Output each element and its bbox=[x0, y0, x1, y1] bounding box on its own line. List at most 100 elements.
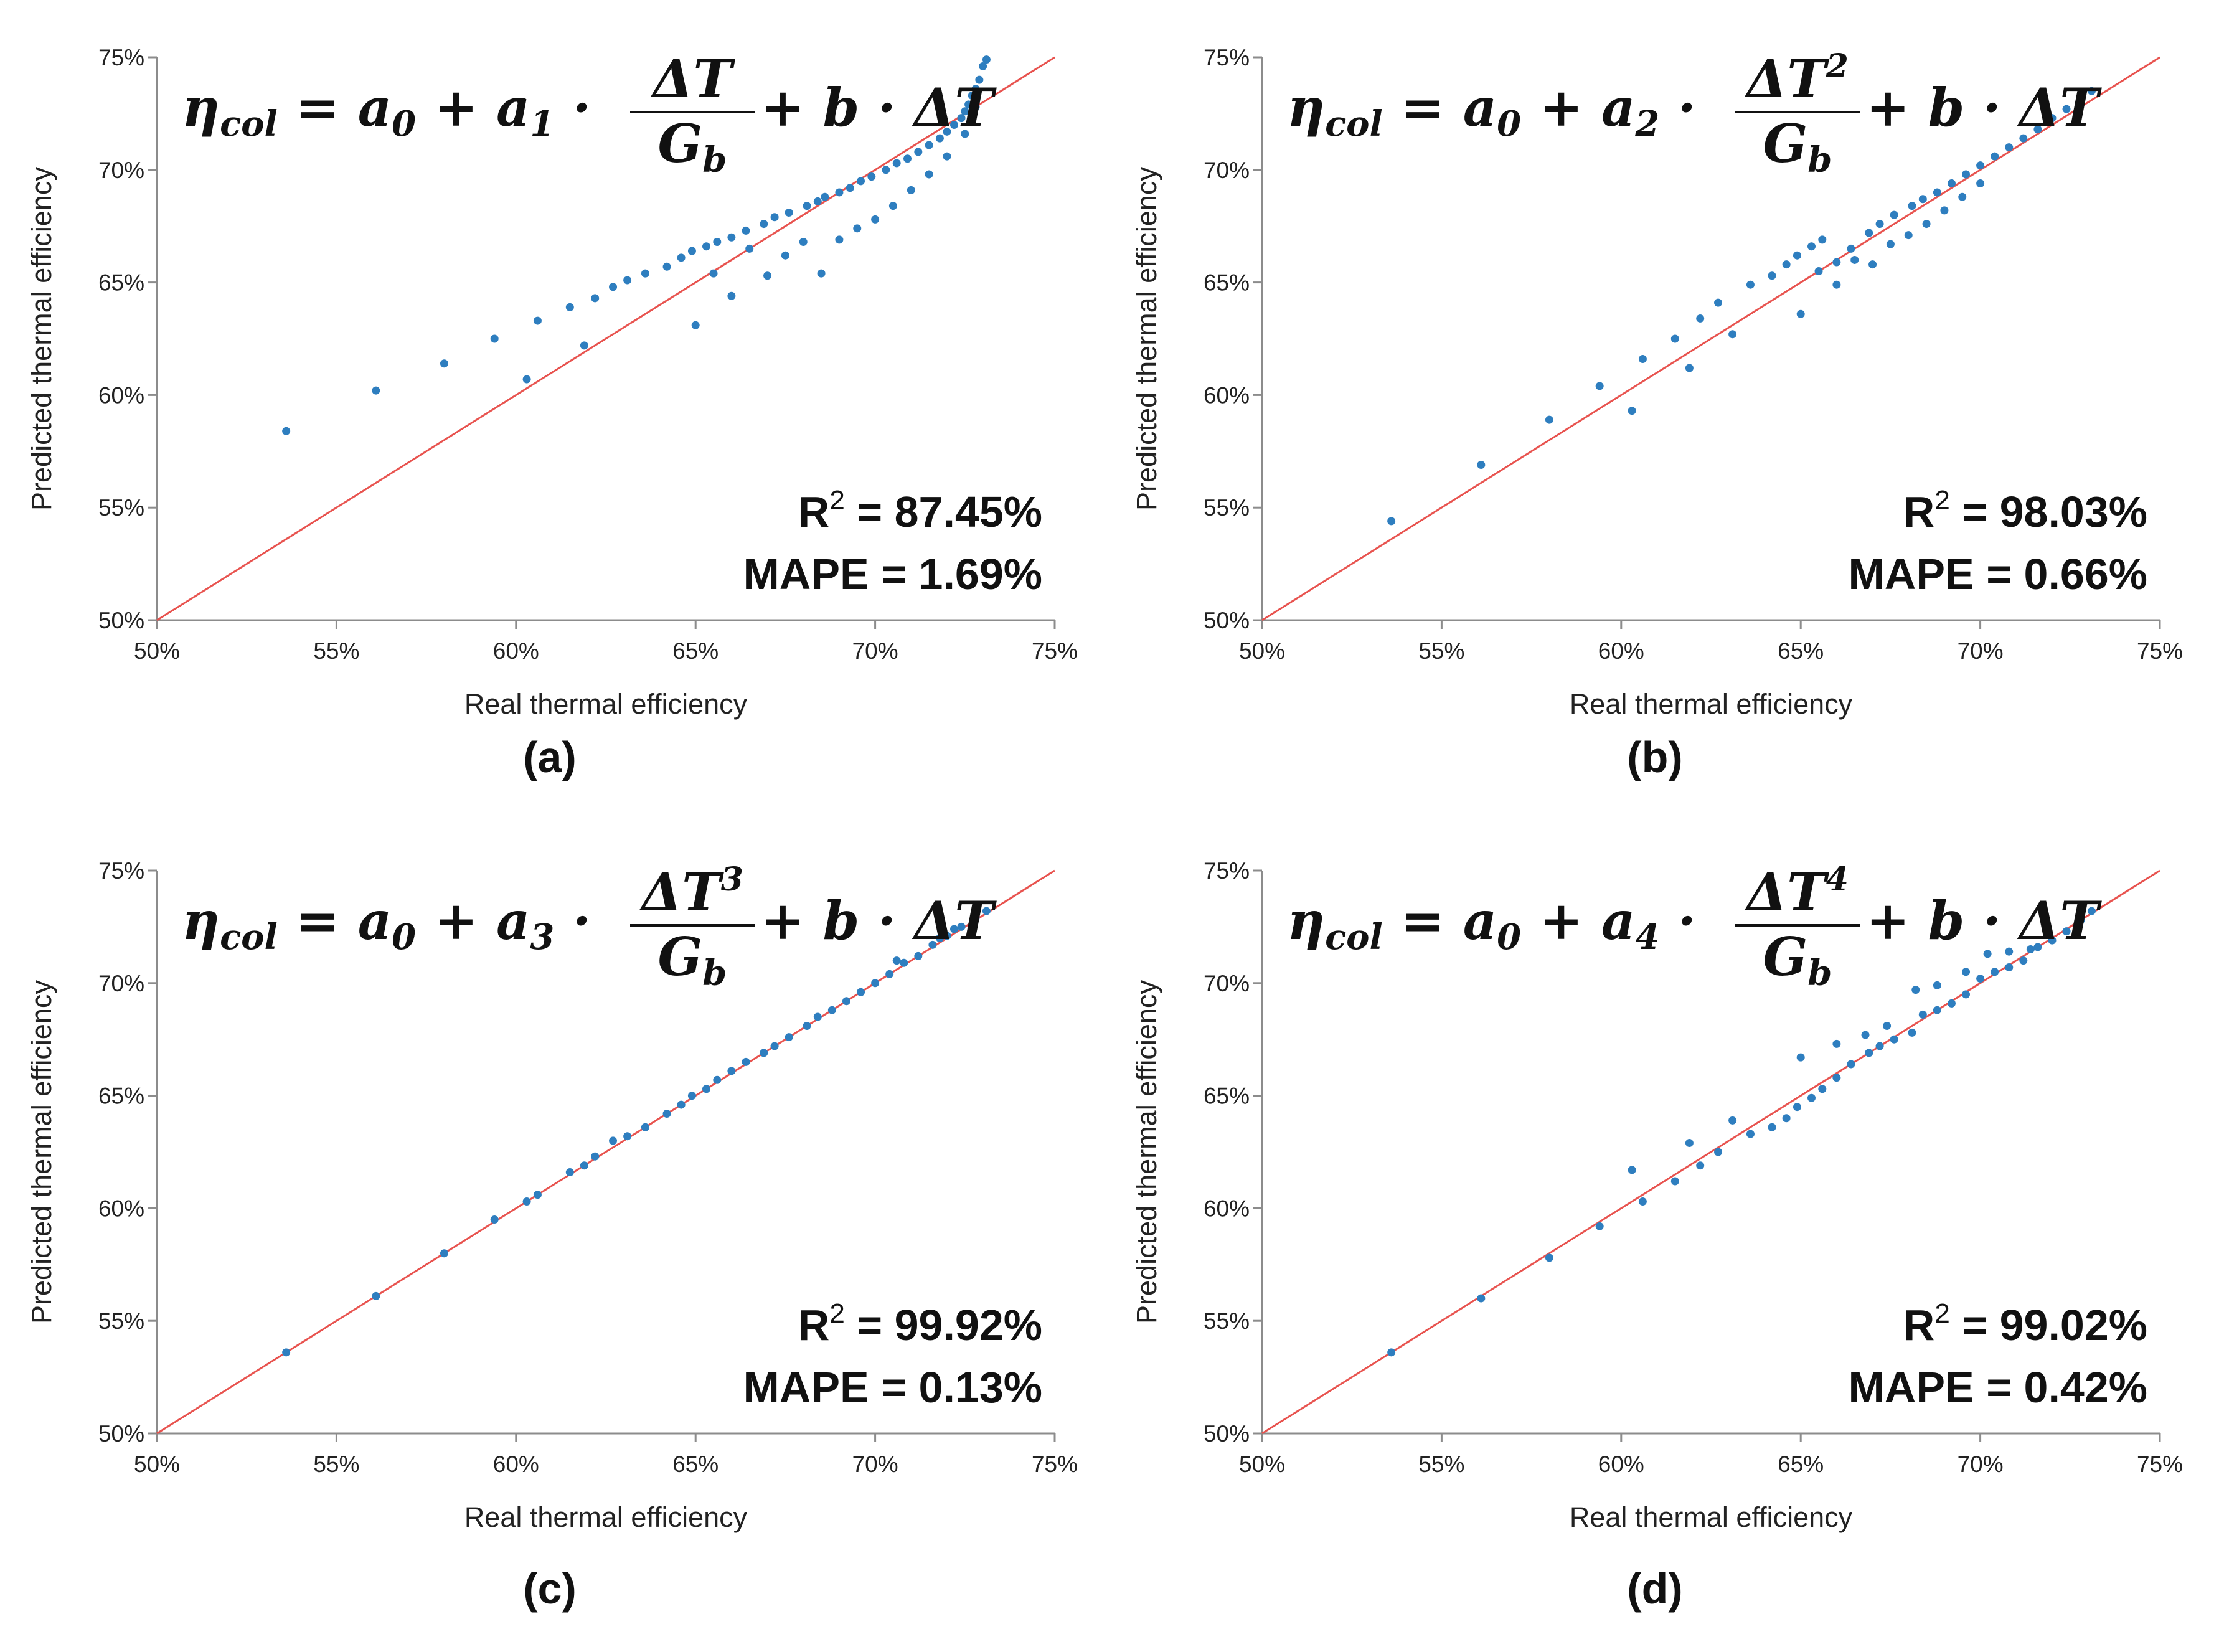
panel-c-a0-symbol: a bbox=[358, 890, 392, 951]
panel-c-equals-sign: = bbox=[278, 890, 358, 951]
panel-b-a-symbol: a bbox=[1601, 77, 1635, 138]
panel-c-equation-lhs: ηcol = a0 + a3 · bbox=[182, 890, 591, 958]
panel-a-data-point bbox=[853, 224, 862, 233]
panel-d-delta-t-exponent: 4 bbox=[1826, 861, 1849, 899]
panel-d-data-point bbox=[1883, 1022, 1892, 1031]
panel-d-data-point bbox=[2087, 907, 2096, 915]
panel-c-data-point bbox=[372, 1291, 380, 1300]
panel-b-data-point bbox=[2076, 93, 2085, 102]
panel-c-data-point bbox=[687, 1092, 696, 1100]
panel-d-data-point bbox=[1908, 1028, 1916, 1037]
panel-d-a-symbol: a bbox=[1601, 890, 1635, 951]
panel-d-data-point bbox=[1962, 968, 1971, 976]
panel-d-data-point bbox=[1387, 1348, 1396, 1357]
panel-d-data-point bbox=[1714, 1148, 1723, 1156]
panel-b-x-tick-label: 70% bbox=[1958, 638, 2004, 664]
panel-c-data-point bbox=[770, 1042, 779, 1050]
panel-b-plus-sign: + bbox=[1521, 77, 1601, 138]
panel-c-r-label: R bbox=[798, 1301, 830, 1349]
panel-a-data-point bbox=[882, 166, 890, 174]
panel-b-data-point bbox=[2048, 114, 2057, 123]
panel-c-data-point bbox=[871, 979, 880, 988]
panel-a-data-point bbox=[742, 226, 750, 235]
panel-a-data-point bbox=[641, 269, 649, 278]
panel-c-caption: (c) bbox=[523, 1564, 577, 1613]
panel-a-data-point bbox=[903, 154, 912, 163]
panel-b-data-point bbox=[1714, 298, 1723, 307]
panel-b-data-point bbox=[1865, 229, 1873, 237]
panel-b-caption: (b) bbox=[1627, 733, 1682, 781]
panel-c-data-point bbox=[533, 1191, 542, 1199]
panel-a-data-point bbox=[943, 127, 951, 136]
panel-a-a-symbol: a bbox=[496, 77, 530, 138]
panel-c-x-tick-label: 75% bbox=[1032, 1451, 1078, 1477]
panel-c-g-symbol: G bbox=[658, 926, 703, 988]
panel-b-data-point bbox=[1814, 267, 1823, 276]
panel-c-r-value: = 99.92% bbox=[845, 1301, 1042, 1349]
panel-d-data-point bbox=[1875, 1042, 1884, 1050]
panel-d-data-point bbox=[2033, 943, 2042, 951]
panel-d-data-point bbox=[1911, 986, 1920, 994]
panel-b-data-point bbox=[1886, 240, 1895, 248]
panel-d-data-point bbox=[1628, 1166, 1636, 1174]
panel-c-r-squared: R2 = 99.92% bbox=[798, 1298, 1042, 1349]
panel-b-y-tick-label: 60% bbox=[1204, 382, 1250, 408]
panel-b-data-point bbox=[1685, 364, 1694, 372]
panel-a-g-symbol: G bbox=[658, 113, 703, 174]
panel-d-data-point bbox=[1746, 1130, 1755, 1138]
panel-a-x-tick-label: 75% bbox=[1032, 638, 1078, 664]
panel-a-dot-sign: · bbox=[554, 77, 591, 138]
panel-b-data-point bbox=[1696, 314, 1705, 323]
panel-a-x-tick-label: 55% bbox=[313, 638, 359, 664]
panel-d-x-tick-label: 50% bbox=[1239, 1451, 1285, 1477]
panel-c-a-subscript: 3 bbox=[530, 917, 554, 958]
panel-a-data-point bbox=[691, 321, 700, 329]
panel-b-data-point bbox=[1793, 251, 1801, 260]
panel-a-data-point bbox=[623, 276, 632, 285]
panel-c-g-subscript: b bbox=[702, 953, 727, 994]
panel-d-x-tick-label: 55% bbox=[1418, 1451, 1464, 1477]
panel-a-data-point bbox=[745, 244, 754, 253]
panel-d-data-point bbox=[2076, 916, 2085, 925]
panel-d-x-tick-label: 65% bbox=[1778, 1451, 1824, 1477]
panel-d-data-point bbox=[1728, 1116, 1737, 1125]
panel-b-eta-subscript: col bbox=[1325, 103, 1383, 144]
panel-b-fraction-denominator: Gb bbox=[1763, 113, 1832, 181]
panel-c-y-tick-label: 55% bbox=[98, 1308, 144, 1334]
panel-b-data-point bbox=[1796, 309, 1805, 318]
panel-c-data-point bbox=[623, 1132, 632, 1141]
panel-b-y-tick-label: 55% bbox=[1204, 495, 1250, 521]
panel-a-data-point bbox=[760, 220, 768, 229]
panel-a-y-tick-label: 75% bbox=[98, 45, 144, 70]
panel-b-g-symbol: G bbox=[1763, 113, 1808, 174]
panel-a-data-point bbox=[702, 242, 711, 251]
panel-a-a0-subscript: 0 bbox=[392, 103, 416, 144]
panel-b-data-point bbox=[1832, 280, 1841, 289]
panel-d-equation-tail: + b · ΔT bbox=[1866, 890, 2102, 951]
panel-d-equation-lhs: ηcol = a0 + a4 · bbox=[1287, 890, 1696, 958]
panel-a-a0-symbol: a bbox=[358, 77, 392, 138]
panel-a-r-exponent: 2 bbox=[829, 485, 844, 516]
panel-a-data-point bbox=[971, 85, 980, 93]
panel-c-data-point bbox=[892, 956, 901, 965]
panel-a-equation-tail: + b · ΔT bbox=[761, 77, 997, 138]
panel-b-data-point bbox=[1976, 161, 1985, 170]
panel-b-r-label: R bbox=[1903, 488, 1935, 536]
panel-d-data-point bbox=[1595, 1222, 1604, 1230]
panel-c-data-point bbox=[662, 1110, 671, 1118]
panel-a-data-point bbox=[813, 197, 822, 205]
panel-c-x-tick-label: 70% bbox=[852, 1451, 898, 1477]
panel-a-data-point bbox=[961, 130, 969, 138]
panel-c-data-point bbox=[591, 1152, 600, 1161]
panel-b-data-point bbox=[2087, 87, 2096, 95]
panel-d-fraction-numerator: ΔT4 bbox=[1744, 861, 1849, 923]
panel-a-data-point bbox=[727, 233, 736, 242]
panel-b-data-point bbox=[1933, 188, 1941, 197]
panel-d-y-tick-label: 50% bbox=[1204, 1421, 1250, 1447]
panel-b-data-point bbox=[2019, 134, 2028, 143]
panel-a-delta-t: ΔT bbox=[650, 48, 735, 110]
panel-a-x-tick-label: 50% bbox=[134, 638, 180, 664]
panel-a-x-tick-label: 65% bbox=[672, 638, 719, 664]
panel-d-caption: (d) bbox=[1627, 1564, 1682, 1613]
